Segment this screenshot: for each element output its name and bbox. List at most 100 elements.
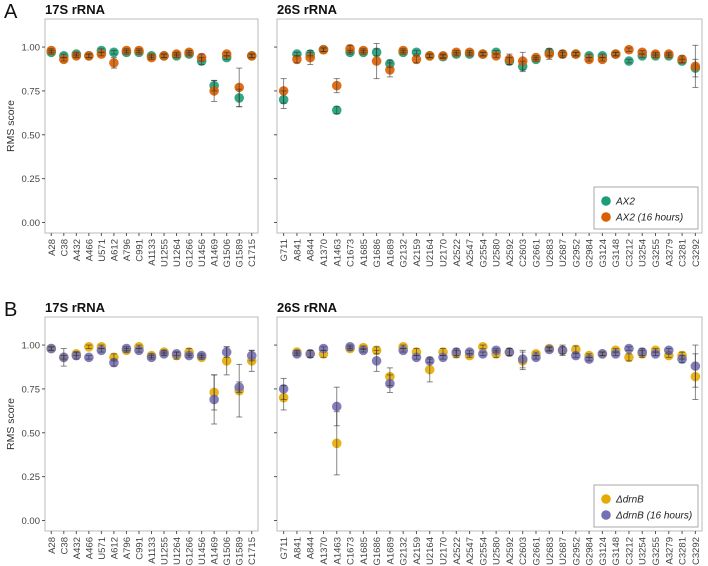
x-tick-label: G2661: [531, 239, 542, 268]
x-tick-label: G3255: [651, 239, 662, 268]
x-tick-label: U571: [97, 537, 108, 560]
x-tick-label: U3254: [638, 239, 649, 267]
x-tick-label: U3254: [638, 537, 649, 565]
chart-4: 26S rRNA G711 A841 A844 A1370 A1463 C1673 A1685…: [274, 300, 703, 566]
x-tick-label: C1715: [247, 537, 258, 565]
x-tick-label: U2683: [545, 537, 556, 565]
legend-label: ΔdrnB (16 hours): [615, 511, 692, 522]
x-tick-label: C3281: [678, 537, 689, 565]
x-tick-label: G1506: [222, 239, 233, 268]
x-tick-label: G3148: [611, 537, 622, 566]
x-tick-label: A796: [122, 239, 133, 261]
y-axis-label: RMS score: [5, 398, 17, 450]
legend: AX2 AX2 (16 hours): [593, 186, 699, 230]
legend-frame: [593, 186, 699, 230]
x-tick-label: G1589: [235, 537, 246, 566]
x-tick-label: A1685: [359, 239, 370, 266]
x-tick-label: A612: [109, 537, 120, 559]
chart-title: 26S rRNA: [277, 2, 338, 17]
x-tick-label: U2580: [492, 537, 503, 565]
x-tick-label: G3255: [651, 537, 662, 566]
x-tick-label: G1686: [372, 239, 383, 268]
legend-label: ΔdrnB: [615, 495, 644, 506]
x-tick-label: G1266: [185, 239, 196, 268]
x-tick-label: G1266: [185, 537, 196, 566]
legend-label: AX2 (16 hours): [615, 213, 683, 224]
chart-title: 17S rRNA: [45, 300, 106, 315]
x-tick-label: A2592: [505, 537, 516, 564]
x-tick-label: A2159: [412, 537, 423, 564]
x-tick-label: C3212: [624, 537, 635, 565]
chart-2: 26S rRNA G711 A841 A844 A1370 A1463 C1673 A1685…: [274, 2, 703, 268]
x-tick-label: G2132: [399, 239, 410, 268]
x-tick-label: A2159: [412, 239, 423, 266]
x-tick-label: A1133: [147, 537, 158, 564]
x-tick-label: G2952: [571, 239, 582, 268]
chart-1: 17S rRNA 0.00 0.25 0.50 0.75 1.00 RMS score A28…: [5, 2, 259, 268]
x-tick-label: C1673: [346, 537, 357, 565]
y-tick-label: 1.00: [22, 43, 41, 54]
series-2: [46, 45, 257, 96]
x-tick-label: U2687: [558, 537, 569, 565]
plot-frame: [276, 18, 703, 234]
series-2: [278, 342, 701, 412]
x-tick-label: A844: [306, 537, 317, 559]
x-tick-label: G2984: [585, 239, 596, 268]
x-tick-label: U2164: [425, 239, 436, 267]
x-tick-label: G3124: [598, 537, 609, 566]
x-tick-label: A2547: [465, 239, 476, 266]
x-tick-label: A3279: [664, 239, 675, 266]
y-tick-label: 0.25: [22, 472, 41, 483]
x-tick-label: U1255: [160, 239, 171, 267]
x-tick-label: G2984: [585, 537, 596, 566]
x-tick-label: A1469: [210, 537, 221, 564]
x-tick-label: U1255: [160, 537, 171, 565]
x-tick-label: A432: [72, 239, 83, 261]
x-tick-label: A1689: [385, 239, 396, 266]
x-tick-label: C3212: [624, 239, 635, 267]
x-tick-label: U2683: [545, 239, 556, 267]
x-tick-label: C3292: [691, 537, 702, 565]
y-tick-label: 0.00: [22, 516, 41, 527]
x-tick-label: C3281: [678, 239, 689, 267]
x-tick-label: A1685: [359, 537, 370, 564]
x-tick-label: A612: [109, 239, 120, 261]
x-tick-label: A432: [72, 537, 83, 559]
x-tick-label: U571: [97, 239, 108, 262]
error-bars-2: [48, 346, 255, 425]
x-tick-label: A1689: [385, 537, 396, 564]
x-tick-label: G3148: [611, 239, 622, 268]
x-tick-label: U2170: [439, 537, 450, 565]
error-bars-2: [48, 48, 255, 108]
y-axis-label: RMS score: [5, 100, 17, 152]
x-tick-label: A1463: [332, 239, 343, 266]
x-tick-label: C991: [134, 239, 145, 262]
x-tick-label: U1456: [197, 537, 208, 565]
legend-swatch: [601, 212, 611, 222]
x-tick-label: G2661: [531, 537, 542, 566]
series-1: [278, 44, 701, 116]
x-tick-label: A2522: [452, 239, 463, 266]
x-tick-label: U2164: [425, 537, 436, 565]
x-tick-label: A1133: [147, 239, 158, 266]
x-tick-label: U1264: [172, 537, 183, 565]
error-bars-2: [280, 344, 699, 427]
y-tick-label: 0.75: [22, 384, 41, 395]
x-tick-label: U2580: [492, 239, 503, 267]
x-tick-label: A2522: [452, 537, 463, 564]
x-tick-label: G1506: [222, 537, 233, 566]
plot-frame: [276, 316, 703, 532]
x-tick-label: G711: [279, 239, 290, 262]
x-tick-label: C991: [134, 537, 145, 560]
panel-label: B: [4, 299, 17, 321]
x-tick-label: C1715: [247, 239, 258, 267]
y-tick-label: 0.50: [22, 428, 41, 439]
x-tick-label: A841: [292, 537, 303, 559]
x-tick-label: C2603: [518, 537, 529, 565]
x-tick-label: G2132: [399, 537, 410, 566]
x-tick-label: G711: [279, 537, 290, 560]
x-tick-label: A466: [84, 239, 95, 261]
x-tick-label: A3279: [664, 537, 675, 564]
x-tick-label: C2603: [518, 239, 529, 267]
